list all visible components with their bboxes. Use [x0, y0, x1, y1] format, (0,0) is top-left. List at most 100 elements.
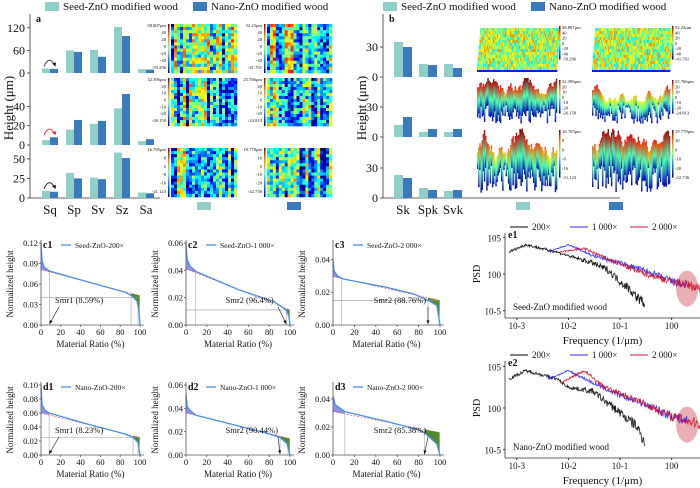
- map-cell: [308, 27, 312, 31]
- surface-cell: [619, 61, 621, 65]
- surface-cell: [500, 64, 502, 68]
- map-cell: [171, 60, 175, 65]
- map-cell: [234, 160, 238, 164]
- map-cell: [326, 54, 330, 58]
- surface-cell: [503, 49, 506, 53]
- map-cell: [308, 93, 312, 97]
- surface-cell: [544, 55, 546, 59]
- surface-cell: [509, 34, 511, 38]
- map-cell: [189, 172, 193, 176]
- surface-cell: [626, 67, 628, 71]
- map-cell: [281, 78, 286, 82]
- map-cell: [329, 163, 333, 167]
- surface-cell: [630, 64, 632, 68]
- surface-cell: [604, 67, 606, 71]
- surface-cell: [626, 58, 628, 62]
- map-cell: [267, 30, 271, 34]
- map-cell: [311, 60, 315, 65]
- surface-cell: [510, 64, 512, 68]
- surface-cell: [626, 43, 628, 47]
- map-cell: [302, 69, 306, 74]
- map-cell: [219, 105, 223, 109]
- map-cell: [302, 48, 306, 52]
- bar-seed-Sp: [66, 129, 74, 145]
- map-cell: [186, 111, 190, 115]
- surface-edge: [488, 70, 490, 72]
- surface-cell: [603, 61, 606, 65]
- map-cell: [272, 114, 277, 118]
- surface-cell: [537, 40, 539, 44]
- surface-edge: [536, 70, 538, 72]
- surface-cell: [546, 43, 548, 47]
- map-cell: [287, 84, 291, 88]
- map-cell: [293, 57, 297, 62]
- surface-edge: [519, 70, 521, 72]
- surface-cell: [556, 61, 558, 65]
- surface-cell: [592, 67, 594, 71]
- map-cell: [234, 175, 238, 179]
- map-cell: [317, 63, 321, 68]
- surface-cell: [623, 61, 626, 65]
- map-cell: [225, 33, 229, 37]
- map-cell: [234, 163, 238, 167]
- surface-cell: [477, 61, 479, 65]
- surface-cell: [481, 37, 484, 41]
- map-cell: [222, 172, 226, 176]
- map-cell: [275, 163, 280, 167]
- map-cell: [305, 105, 309, 109]
- map-cell: [177, 54, 181, 58]
- map-cell: [308, 108, 312, 112]
- map-cell: [210, 99, 214, 103]
- map-cell: [275, 96, 280, 100]
- surface-cell: [535, 34, 538, 38]
- map-cell: [329, 51, 333, 55]
- surface-cell: [607, 34, 609, 38]
- y-tick-label: 0: [19, 138, 25, 152]
- map-cell: [213, 87, 217, 91]
- map-cell: [225, 60, 229, 65]
- y-axis-label: Height (μm): [1, 76, 16, 140]
- surface-cell: [537, 64, 540, 68]
- map-cell: [311, 45, 315, 49]
- surface-cell: [552, 43, 554, 47]
- map-cell: [284, 54, 288, 58]
- map-cell: [213, 111, 217, 115]
- surface-cell: [553, 37, 556, 41]
- map-cell: [326, 123, 330, 127]
- map-cell: [290, 193, 294, 198]
- map-cell: [269, 114, 274, 118]
- map-cell: [210, 45, 214, 49]
- map-cell: [195, 51, 199, 55]
- surface-cell: [502, 55, 504, 59]
- map-cell: [186, 60, 190, 65]
- map-cell: [174, 51, 178, 55]
- surface-cell: [546, 67, 549, 71]
- map-cell: [174, 172, 178, 176]
- surface-cell: [605, 37, 608, 41]
- surface-cell: [484, 64, 486, 68]
- surface-cell: [498, 55, 501, 59]
- map-cell: [311, 69, 315, 74]
- map-cell: [189, 178, 193, 182]
- surface-cell: [594, 61, 597, 65]
- map-cell: [308, 45, 312, 49]
- surface-edge: [625, 70, 627, 72]
- map-cell: [308, 181, 312, 186]
- surface-cell: [596, 34, 599, 38]
- surface-cell: [632, 40, 634, 44]
- map-cell: [228, 42, 232, 46]
- surface-cell: [528, 37, 531, 41]
- surface-cell: [490, 55, 493, 59]
- map-cell: [302, 105, 306, 109]
- map-cell: [234, 27, 238, 31]
- map-cell: [174, 175, 178, 179]
- surface-cell: [554, 58, 556, 62]
- surface-cell: [480, 34, 483, 38]
- surface-cell: [623, 37, 625, 41]
- surface-cell: [544, 43, 546, 47]
- map-cell: [216, 63, 220, 68]
- map-cell: [287, 42, 291, 46]
- surface-cell: [544, 67, 546, 71]
- surface-cell: [485, 61, 487, 65]
- map-cell: [195, 187, 199, 192]
